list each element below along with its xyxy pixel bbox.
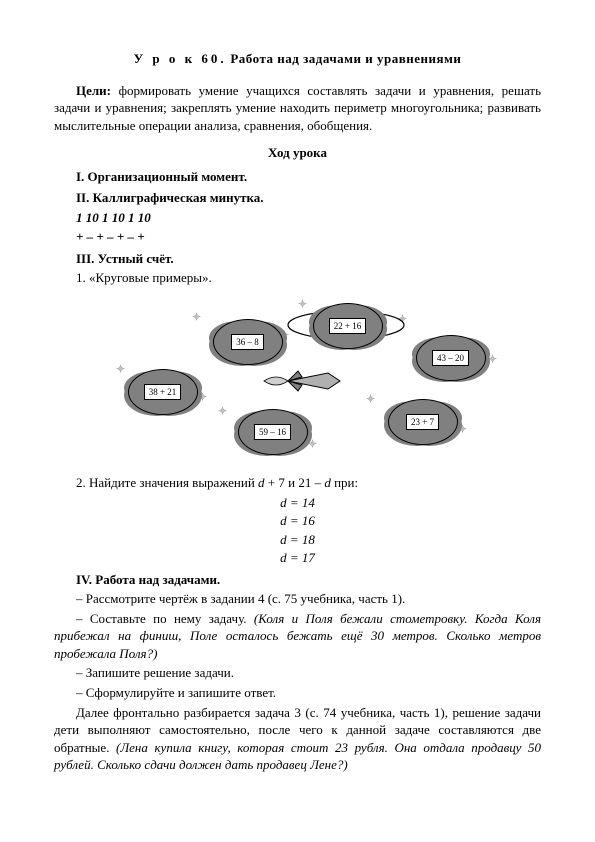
lesson-title: У р о к 60. Работа над задачами и уравне… [54,50,541,68]
cloud-label: 22 + 16 [329,318,367,334]
section-3: III. Устный счёт. [54,250,541,268]
calligraphy-1: 1 10 1 10 1 10 [54,209,541,227]
ex2-text: при: [331,475,358,490]
page: У р о к 60. Работа над задачами и уравне… [0,0,595,816]
star-icon: ✦ [488,351,498,367]
cloud-4: 23 + 7 [388,399,458,445]
cloud-1: 36 – 8 [213,319,283,365]
calligraphy-2: + – + – + – + [54,228,541,246]
star-icon: ✦ [218,403,228,419]
section-1: I. Организационный момент. [54,168,541,186]
star-icon: ✦ [192,309,202,325]
star-icon: ✦ [366,391,376,407]
exercise-2: 2. Найдите значения выражений d + 7 и 21… [54,474,541,492]
cloud-6: 38 + 21 [128,369,198,415]
cloud-label: 59 – 16 [254,424,291,440]
course-heading: Ход урока [54,144,541,162]
task-line-2: – Составьте по нему задачу. (Коля и Поля… [54,610,541,663]
section-2: II. Каллиграфическая минутка. [54,189,541,207]
task-line-1: – Рассмотрите чертёж в задании 4 (с. 75 … [54,590,541,608]
ex2-text: 2. Найдите значения выражений [76,475,258,490]
exercise-1: 1. «Круговые примеры». [54,269,541,287]
task-line-3: – Запишите решение задачи. [54,664,541,682]
star-icon: ✦ [458,421,468,437]
title-rest: Работа над задачами и уравнениями [227,51,462,66]
cloud-5: 59 – 16 [238,409,308,455]
rocket-icon [258,351,348,411]
task-5b: (Лена купила книгу, которая стоит 23 руб… [54,740,541,773]
goals: Цели: формировать умение учащихся состав… [54,82,541,135]
task-line-4: – Сформулируйте и запишите ответ. [54,684,541,702]
circular-examples-diagram: ✦ ✦ ✦ ✦ ✦ ✦ ✦ ✦ ✦ ✦ ✦ 36 – 8 22 + 16 43 … [98,291,498,466]
star-icon: ✦ [116,361,126,377]
goals-label: Цели: [76,83,111,98]
cloud-label: 38 + 21 [144,384,182,400]
cloud-label: 43 – 20 [432,350,469,366]
goals-text: формировать умение учащихся составлять з… [54,83,541,133]
task-2a: – Составьте по нему задачу. [76,611,254,626]
d-eq-4: d = 17 [54,549,541,567]
task-line-5: Далее фронтально разбирается задача 3 (с… [54,704,541,774]
title-prefix: У р о к 60. [134,51,227,66]
cloud-label: 36 – 8 [231,334,264,350]
d-eq-3: d = 18 [54,531,541,549]
ex2-text: + 7 и 21 – [265,475,325,490]
d-eq-1: d = 14 [54,494,541,512]
cloud-3: 43 – 20 [416,335,486,381]
d-eq-2: d = 16 [54,512,541,530]
cloud-label: 23 + 7 [406,414,439,430]
cloud-2: 22 + 16 [313,303,383,349]
section-4: IV. Работа над задачами. [54,571,541,589]
star-icon: ✦ [198,389,208,405]
star-icon: ✦ [308,436,318,452]
